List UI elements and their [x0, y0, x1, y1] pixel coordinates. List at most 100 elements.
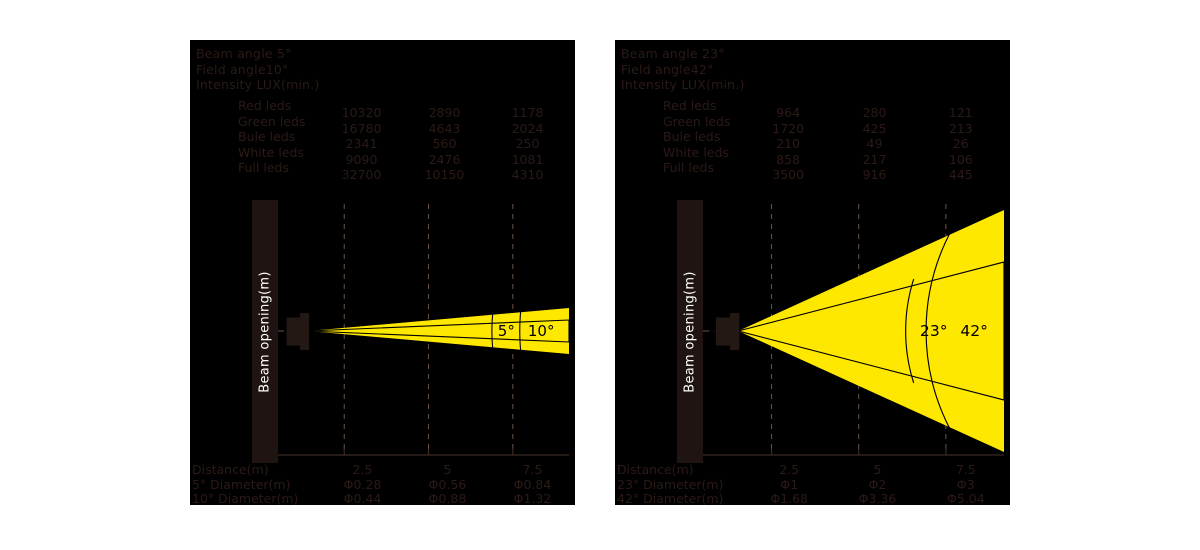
beam-plot: 5° 10° [278, 200, 569, 463]
bottom-row: 10° Diameter(m) Φ0.44 Φ0.88 Φ1.32 [192, 491, 575, 507]
table-cell: 217 [862, 151, 887, 167]
table-row-label: Red leds [238, 98, 292, 113]
field-angle-label: Field angle10° [196, 61, 289, 77]
table-cell: 1178 [511, 105, 544, 120]
bottom-row: 5° Diameter(m) Φ0.28 Φ0.56 Φ0.84 [192, 476, 575, 493]
angle-labels: 23° 42° [920, 322, 988, 340]
beam-cone-outline [308, 319, 569, 343]
bottom-cell: Φ3 [956, 476, 975, 492]
table-cell: 280 [862, 105, 887, 120]
table-cell: 32700 [341, 167, 382, 182]
x-axis [703, 449, 1004, 456]
table-cell: 4643 [428, 120, 461, 136]
beam-plot-svg: 23° 42° [703, 204, 1004, 456]
bottom-cell: Φ1.32 [513, 491, 552, 506]
bottom-row-label: 23° Diameter(m) [617, 476, 724, 492]
y-axis-label: Beam opening(m) [257, 270, 273, 393]
bottom-cell: 5 [443, 462, 452, 477]
beam-plot: 23° 42° [703, 200, 1004, 463]
bottom-cell: Φ0.56 [428, 476, 467, 492]
table-row-label: White leds [238, 144, 304, 160]
bottom-row-label: Distance(m) [192, 462, 269, 477]
outer-angle-text: 42° [960, 322, 988, 340]
intensity-label: Intensity LUX(min.) [196, 77, 320, 92]
bottom-cell: Φ2 [868, 476, 887, 492]
bottom-table-left: Distance(m) 2.5 5 7.5 5° Diameter(m) Φ0.… [192, 462, 575, 507]
table-row-label: White leds [663, 144, 729, 160]
beam-diagram-left: Beam opening(m) [190, 200, 575, 505]
header-left: Beam angle 5° Field angle10° Intensity L… [196, 46, 320, 93]
table-cell: 210 [776, 136, 801, 151]
bottom-row-label: 42° Diameter(m) [617, 491, 724, 506]
beam-cone-outline [736, 261, 1004, 401]
bottom-cell: Φ0.84 [513, 476, 552, 492]
beam-diagram-right: Beam opening(m) [615, 200, 1010, 505]
bottom-row: 42° Diameter(m) Φ1.68 Φ3.36 Φ5.04 [617, 491, 1010, 507]
table-cell: 250 [515, 136, 540, 151]
table-row-label: Bule leds [663, 129, 721, 144]
table-cell: 49 [866, 136, 883, 151]
bottom-row-values: Φ1.68 Φ3.36 Φ5.04 [745, 491, 1010, 507]
bottom-row-values: 2.5 5 7.5 [320, 462, 575, 478]
table-cell: 2341 [345, 136, 378, 151]
table-cell: 3500 [772, 167, 805, 182]
table-cell: 10320 [341, 105, 382, 120]
bottom-row-label: Distance(m) [617, 462, 694, 477]
beam-angle-label: Beam angle 23° [621, 46, 725, 61]
bottom-cell: Φ0.88 [428, 491, 467, 506]
fixture-icon [714, 313, 740, 350]
bottom-cell: Φ1 [780, 476, 799, 492]
outer-angle-text: 10° [528, 322, 555, 340]
table-column: 2890 4643 560 2476 10150 [403, 105, 486, 183]
table-cell: 560 [432, 136, 457, 151]
bottom-cell: Φ1.68 [770, 491, 808, 506]
table-cell: 1720 [772, 120, 805, 136]
table-row-label: Green leds [238, 113, 306, 129]
bottom-cell: 7.5 [955, 462, 976, 477]
bottom-cell: Φ3.36 [858, 491, 897, 506]
table-cell: 964 [776, 105, 801, 120]
table-cell: 121 [948, 105, 973, 120]
bottom-table-right: Distance(m) 2.5 5 7.5 23° Diameter(m) Φ1… [617, 462, 1010, 507]
table-row-label: Full leds [663, 160, 714, 175]
y-axis-band: Beam opening(m) [252, 200, 278, 463]
bottom-row-label: 5° Diameter(m) [192, 476, 291, 492]
x-axis [278, 449, 569, 456]
table-row-labels: Red leds Green leds Bule leds White leds… [238, 98, 305, 176]
table-cell: 858 [776, 151, 801, 167]
table-row-label: Bule leds [238, 129, 296, 144]
angle-arcs [905, 228, 953, 434]
y-axis-band: Beam opening(m) [677, 200, 703, 463]
intensity-label: Intensity LUX(min.) [621, 77, 745, 92]
table-cell: 26 [952, 136, 969, 151]
bottom-row: 23° Diameter(m) Φ1 Φ2 Φ3 [617, 476, 1010, 493]
field-angle-label: Field angle42° [621, 61, 714, 77]
table-cell: 16780 [341, 120, 382, 136]
table-row-labels: Red leds Green leds Bule leds White leds… [663, 98, 730, 176]
table-cell: 9090 [345, 151, 378, 167]
bottom-cell: 2.5 [352, 462, 373, 477]
table-cell: 445 [948, 167, 973, 182]
bottom-cell: 7.5 [522, 462, 543, 477]
angle-arcs [491, 300, 523, 362]
bottom-row-label: 10° Diameter(m) [192, 491, 299, 506]
panel-left: Beam angle 5° Field angle10° Intensity L… [190, 40, 575, 505]
table-column: 964 1720 210 858 3500 [745, 105, 831, 183]
bottom-cell: Φ0.28 [343, 476, 382, 492]
table-row-label: Green leds [663, 113, 731, 129]
table-value-columns: 964 1720 210 858 3500 280 425 49 217 916… [745, 105, 1004, 183]
bottom-cell: 2.5 [779, 462, 800, 477]
fixture-icon [285, 313, 310, 350]
table-value-columns: 10320 16780 2341 9090 32700 2890 4643 56… [320, 105, 569, 183]
table-column: 280 425 49 217 916 [831, 105, 917, 183]
table-cell: 916 [862, 167, 887, 182]
bottom-cell: Φ5.04 [946, 491, 985, 506]
bottom-cell: Φ0.44 [343, 491, 382, 506]
panel-right: Beam angle 23° Field angle42° Intensity … [615, 40, 1010, 505]
table-cell: 10150 [424, 167, 465, 182]
beam-angle-label: Beam angle 5° [196, 46, 292, 61]
inner-angle-text: 5° [498, 322, 515, 340]
y-axis-label: Beam opening(m) [682, 270, 698, 393]
bottom-row: Distance(m) 2.5 5 7.5 [617, 462, 1010, 478]
